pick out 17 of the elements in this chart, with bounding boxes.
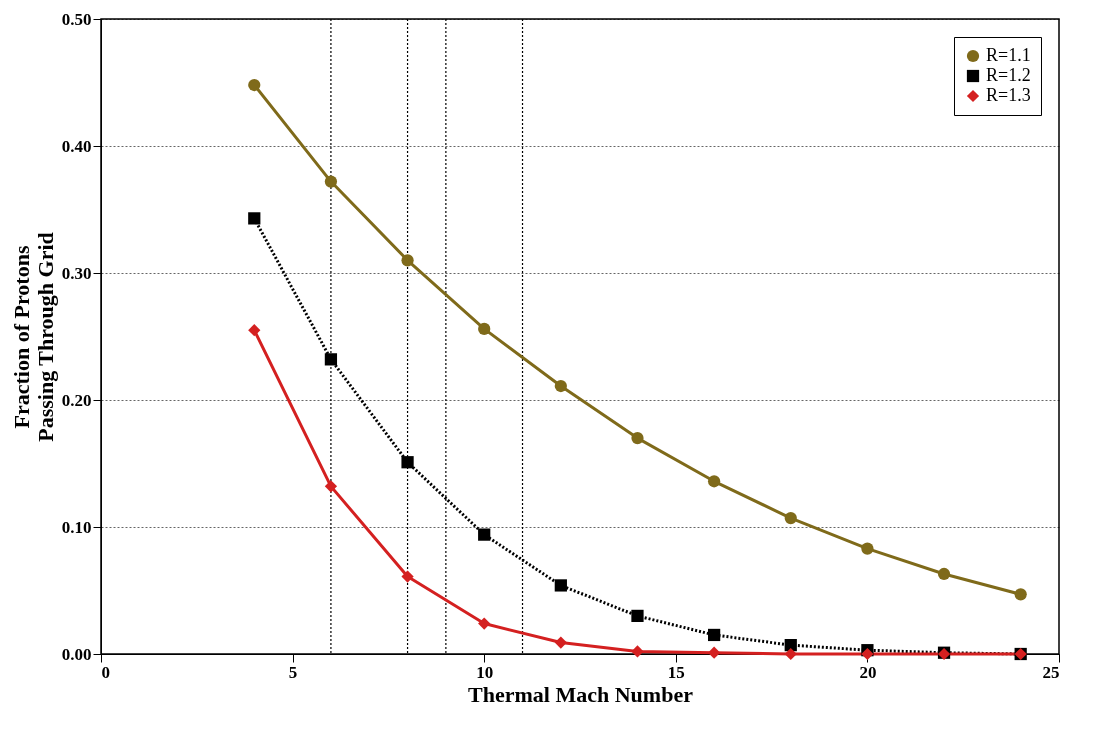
y-tick-label: 0.30 [61,263,92,283]
legend-label: R=1.2 [986,65,1031,85]
x-tick-label: 25 [1042,662,1060,682]
x-axis-title: Thermal Mach Number [468,681,694,707]
y-tick-label: 0.50 [61,9,92,29]
y-axis-title: Fraction of Protons Passing Through Grid [8,232,58,442]
x-tick-label: 5 [288,662,298,682]
y-tick-label: 0.20 [61,390,92,410]
x-tick-label: 0 [101,662,110,682]
legend-label: R=1.3 [986,85,1031,105]
x-tick-label: 15 [667,662,685,682]
x-tick-label: 10 [476,662,494,682]
y-tick-label: 0.00 [61,644,92,664]
y-tick-label: 0.40 [61,136,92,156]
legend-label: R=1.1 [986,45,1031,65]
x-tick-label: 20 [859,662,877,682]
y-tick-label: 0.10 [61,517,92,537]
